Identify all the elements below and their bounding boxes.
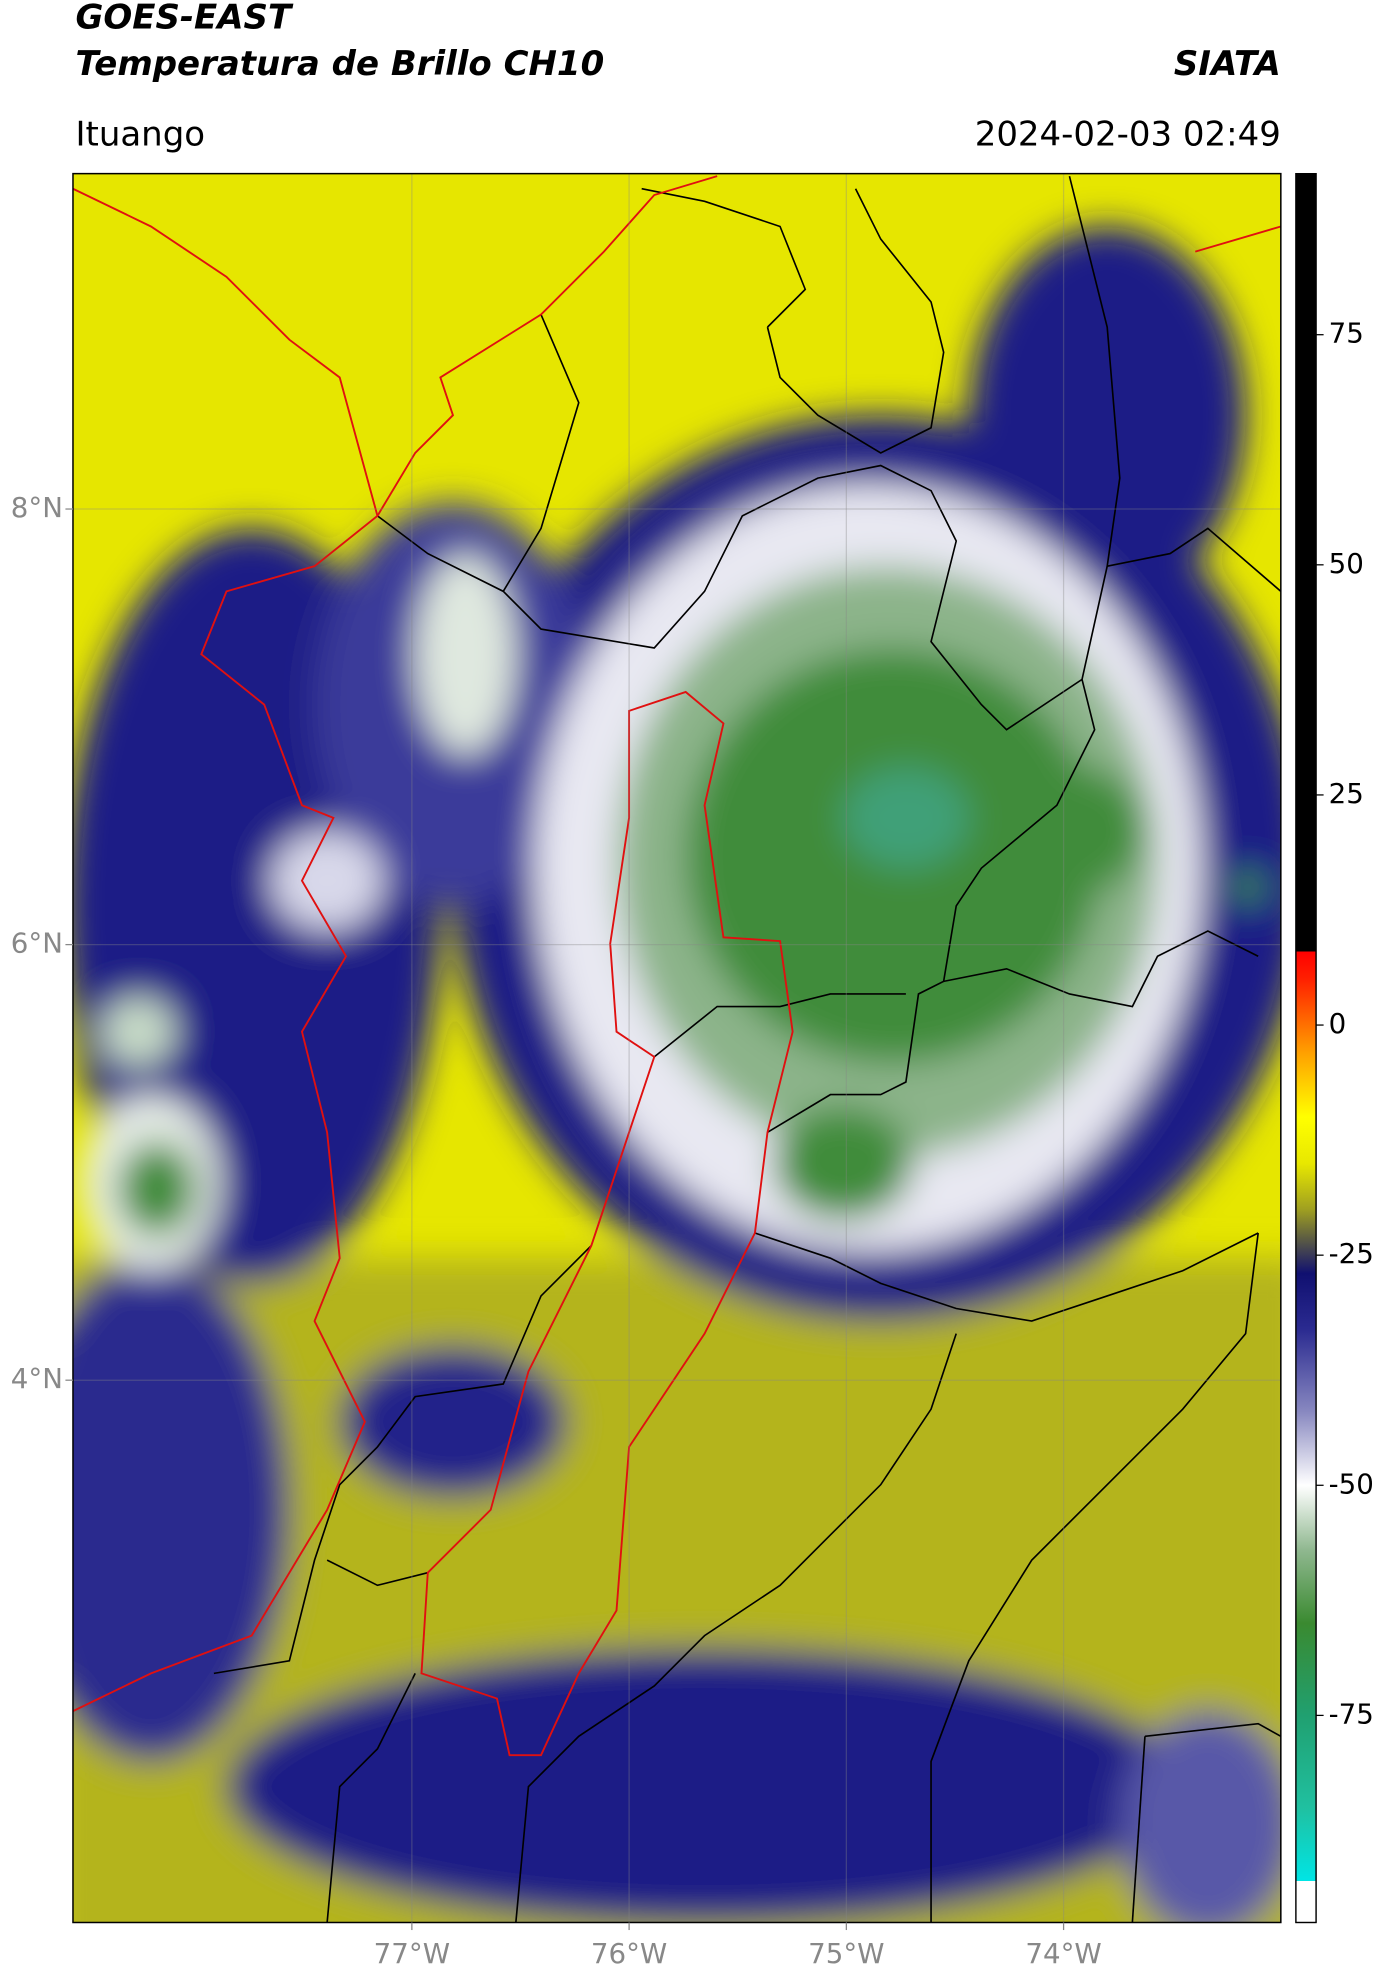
map-frame [72, 172, 1282, 1924]
x-tick-label: 77°W [374, 1937, 450, 1970]
colorbar-tick-label: -25 [1329, 1237, 1374, 1270]
colorbar-range [1295, 172, 1317, 1924]
colorbar-tick-label: 0 [1329, 1007, 1347, 1040]
subtitle: Temperatura de Brillo CH10 [75, 44, 604, 84]
y-tick-label: 4°N [11, 1362, 63, 1395]
colorbar [1295, 172, 1317, 1924]
org: SIATA [1174, 44, 1281, 84]
x-tick-label: 74°W [1025, 1937, 1101, 1970]
y-tick-label: 6°N [11, 927, 63, 960]
x-tick-label: 75°W [808, 1937, 884, 1970]
datetime: 2024-02-03 02:49 [975, 114, 1281, 154]
colorbar-tick-label: 25 [1329, 777, 1364, 810]
x-tick-label: 76°W [591, 1937, 667, 1970]
grid [72, 173, 1281, 1923]
y-tick-label: 8°N [11, 491, 63, 524]
colorbar-tick-label: -50 [1329, 1467, 1374, 1500]
colorbar-tick-label: -75 [1329, 1697, 1374, 1730]
colorbar-tick-label: 75 [1329, 317, 1364, 350]
satellite-image [72, 173, 1281, 1923]
title: GOES-EAST [75, 0, 293, 37]
location: Ituango [75, 114, 205, 154]
colorbar-tick-label: 50 [1329, 547, 1364, 580]
